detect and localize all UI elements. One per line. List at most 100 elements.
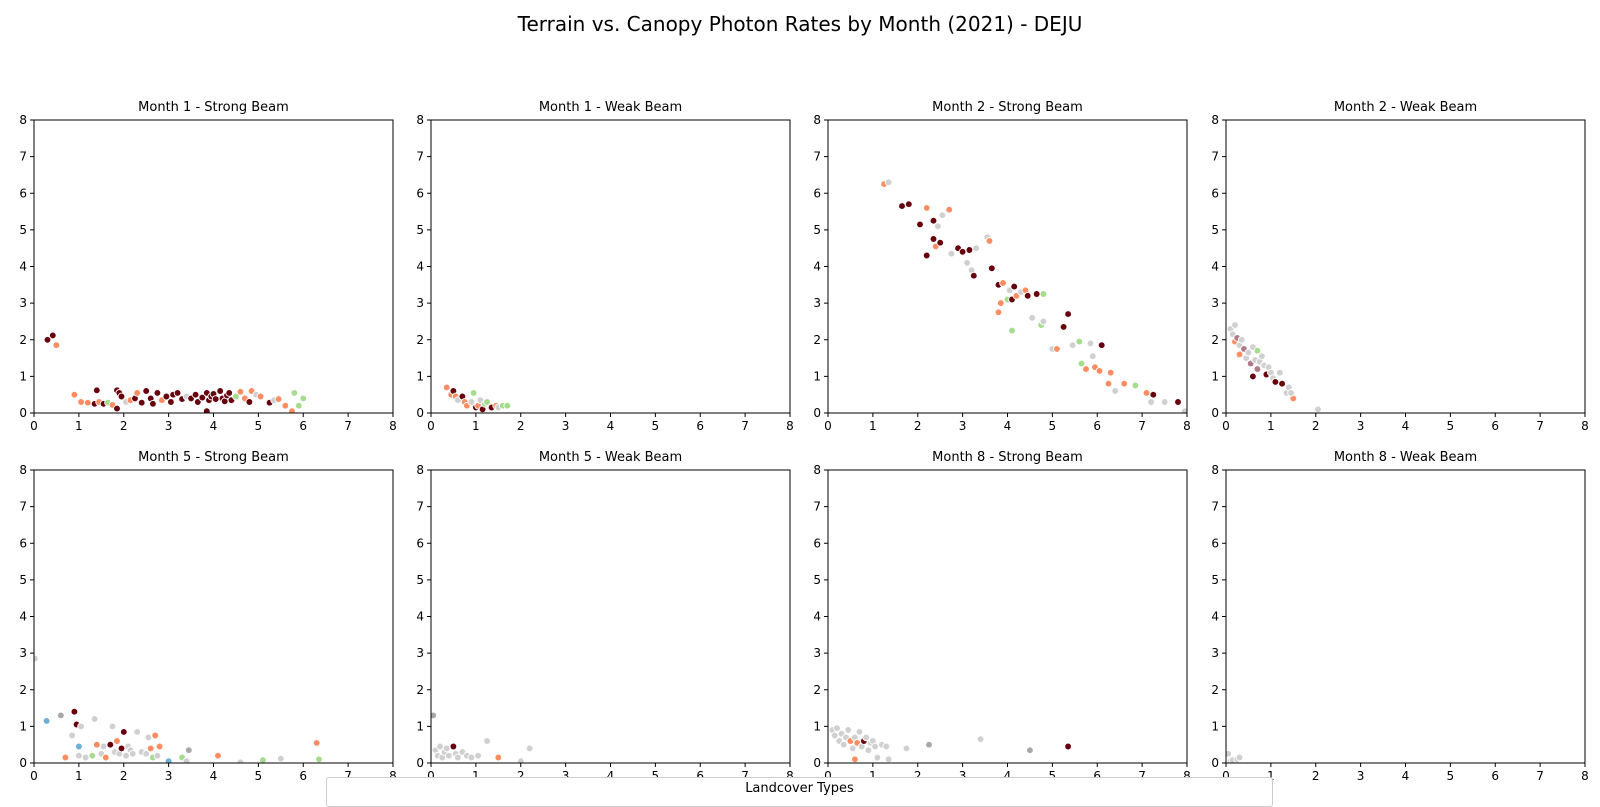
x-tick-label: 5 (652, 769, 660, 783)
scatter-point (474, 751, 482, 760)
scatter-point (70, 390, 79, 399)
y-tick-label: 4 (19, 610, 27, 624)
scatter-point (938, 211, 947, 220)
x-tick-label: 8 (786, 769, 794, 783)
x-tick-label: 4 (607, 769, 615, 783)
scatter-point (965, 246, 974, 254)
x-tick-label: 6 (299, 419, 307, 433)
y-tick-label: 3 (813, 296, 821, 310)
y-tick-label: 4 (416, 260, 424, 274)
y-tick-label: 1 (19, 369, 27, 383)
scatter-point (61, 753, 70, 762)
y-tick-label: 0 (19, 406, 27, 420)
scatter-point (1010, 282, 1019, 291)
scatter-point (1253, 365, 1262, 373)
y-tick-label: 1 (1211, 369, 1219, 383)
y-tick-label: 3 (1211, 296, 1219, 310)
x-tick-label: 6 (696, 419, 704, 433)
y-tick-label: 1 (416, 719, 424, 733)
y-tick-label: 6 (1211, 186, 1219, 200)
scatter-points (880, 178, 1187, 413)
scatter-points (431, 711, 534, 763)
y-tick-label: 1 (813, 369, 821, 383)
x-tick-label: 0 (1222, 769, 1230, 783)
scatter-point (92, 386, 101, 395)
scatter-point (1026, 746, 1034, 755)
x-tick-label: 6 (1093, 419, 1101, 433)
y-tick-label: 7 (19, 150, 27, 164)
scatter-point (445, 751, 453, 760)
subplot-title: Month 5 - Strong Beam (138, 450, 289, 465)
y-tick-label: 0 (813, 756, 821, 770)
scatter-point (281, 401, 290, 410)
scatter-point (75, 751, 83, 760)
scatter-point (144, 733, 153, 742)
axes-frame (430, 469, 791, 764)
scatter-point (70, 707, 79, 716)
y-tick-label: 3 (416, 646, 424, 660)
scatter-point (1053, 345, 1061, 353)
scatter-point (155, 742, 164, 751)
scatter-point (119, 728, 128, 736)
scatter-point (844, 726, 853, 734)
scatter-point (1059, 323, 1068, 331)
x-tick-label: 3 (1357, 419, 1365, 433)
x-tick-label: 7 (344, 769, 352, 783)
scatter-point (483, 398, 491, 406)
scatter-point (916, 220, 924, 229)
scatter-point (1244, 348, 1253, 357)
x-tick-label: 6 (299, 769, 307, 783)
x-tick-label: 1 (472, 419, 480, 433)
y-tick-label: 6 (813, 186, 821, 200)
scatter-point (117, 744, 126, 753)
y-tick-label: 7 (1211, 500, 1219, 514)
scatter-point (274, 395, 283, 403)
x-tick-label: 4 (607, 419, 615, 433)
scatter-point (848, 744, 857, 753)
scatter-point (947, 249, 956, 258)
y-tick-label: 8 (813, 113, 821, 127)
scatter-point (904, 200, 913, 209)
subplot-7: Month 8 - Strong Beam 0 1 2 3 4 5 6 7 8 0 1 2 3 4 5 6 7 8 (813, 450, 1190, 783)
scatter-point (77, 722, 85, 731)
scatter-point (1142, 389, 1151, 397)
scatter-point (137, 398, 146, 407)
scatter-point (945, 205, 954, 214)
scatter-point (153, 389, 162, 397)
x-tick-label: 1 (869, 419, 877, 433)
y-tick-label: 4 (1211, 610, 1219, 624)
subplot-2: Month 1 - Weak Beam 0 1 2 3 4 5 6 7 8 0 1 2 3 4 5 6 7 8 (416, 100, 793, 433)
x-tick-label: 8 (786, 419, 794, 433)
scatter-point (211, 395, 220, 403)
scatter-point (494, 753, 503, 762)
y-tick-label: 6 (19, 536, 27, 550)
x-tick-label: 3 (165, 769, 173, 783)
subplot-title: Month 1 - Strong Beam (138, 100, 289, 115)
scatter-point (1064, 310, 1072, 318)
scatter-point (999, 279, 1007, 287)
scatter-point (934, 222, 942, 231)
scatter-point (1253, 346, 1262, 355)
scatter-point (88, 751, 97, 760)
y-tick-label: 0 (1211, 756, 1219, 770)
subplot-title: Month 8 - Weak Beam (1334, 450, 1477, 465)
scatter-point (81, 753, 90, 762)
x-tick-label: 2 (914, 769, 922, 783)
scatter-point (1120, 379, 1129, 388)
y-tick-label: 1 (19, 719, 27, 733)
scatter-point (976, 735, 985, 744)
scatter-point (42, 717, 51, 725)
scatter-point (902, 744, 911, 753)
scatter-point (839, 740, 848, 749)
x-tick-label: 5 (1049, 769, 1057, 783)
scatter-point (467, 398, 476, 406)
y-tick-label: 7 (416, 500, 424, 514)
scatter-point (431, 711, 438, 720)
scatter-point (884, 755, 893, 763)
scatter-point (449, 742, 458, 751)
scatter-point (83, 398, 92, 407)
scatter-point (113, 404, 121, 413)
scatter-point (1149, 390, 1158, 399)
scatter-point (1249, 372, 1257, 381)
